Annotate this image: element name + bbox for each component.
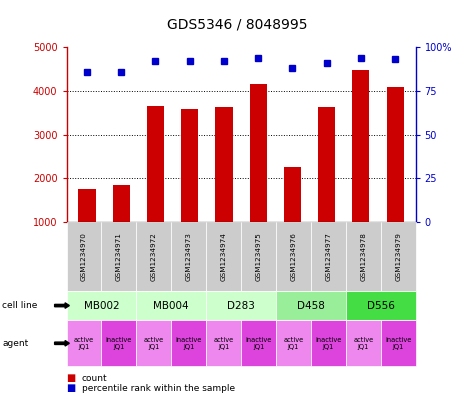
Text: D283: D283	[227, 301, 255, 310]
Text: GSM1234978: GSM1234978	[360, 232, 366, 281]
Text: inactive
JQ1: inactive JQ1	[245, 337, 272, 350]
Text: inactive
JQ1: inactive JQ1	[315, 337, 342, 350]
Bar	[284, 167, 301, 222]
Text: active
JQ1: active JQ1	[283, 337, 304, 350]
Text: GSM1234971: GSM1234971	[116, 232, 122, 281]
Bar	[387, 87, 404, 222]
Text: D556: D556	[367, 301, 395, 310]
Text: GSM1234979: GSM1234979	[395, 232, 401, 281]
Bar	[215, 108, 232, 222]
Bar	[78, 189, 95, 222]
Text: GSM1234973: GSM1234973	[186, 232, 192, 281]
Text: percentile rank within the sample: percentile rank within the sample	[82, 384, 235, 393]
Text: GSM1234976: GSM1234976	[290, 232, 296, 281]
Bar	[181, 109, 198, 222]
Text: active
JQ1: active JQ1	[213, 337, 234, 350]
Text: MB004: MB004	[153, 301, 189, 310]
Text: MB002: MB002	[84, 301, 119, 310]
Text: GSM1234974: GSM1234974	[220, 232, 227, 281]
Text: active
JQ1: active JQ1	[353, 337, 373, 350]
Bar	[250, 84, 267, 222]
Text: GSM1234972: GSM1234972	[151, 232, 157, 281]
Text: count: count	[82, 374, 107, 382]
Text: GSM1234970: GSM1234970	[81, 232, 87, 281]
Bar	[147, 106, 164, 222]
Text: GDS5346 / 8048995: GDS5346 / 8048995	[167, 18, 308, 32]
Text: active
JQ1: active JQ1	[143, 337, 164, 350]
Text: agent: agent	[2, 339, 28, 348]
Text: D458: D458	[297, 301, 325, 310]
Bar	[318, 107, 335, 222]
Text: ■: ■	[66, 373, 76, 383]
Text: inactive
JQ1: inactive JQ1	[385, 337, 411, 350]
Text: GSM1234977: GSM1234977	[325, 232, 332, 281]
Text: inactive
JQ1: inactive JQ1	[175, 337, 202, 350]
Text: ■: ■	[66, 383, 76, 393]
Text: GSM1234975: GSM1234975	[256, 232, 262, 281]
Text: inactive
JQ1: inactive JQ1	[105, 337, 132, 350]
Bar	[352, 70, 370, 222]
Text: active
JQ1: active JQ1	[74, 337, 94, 350]
Bar	[113, 185, 130, 222]
Text: cell line: cell line	[2, 301, 38, 310]
